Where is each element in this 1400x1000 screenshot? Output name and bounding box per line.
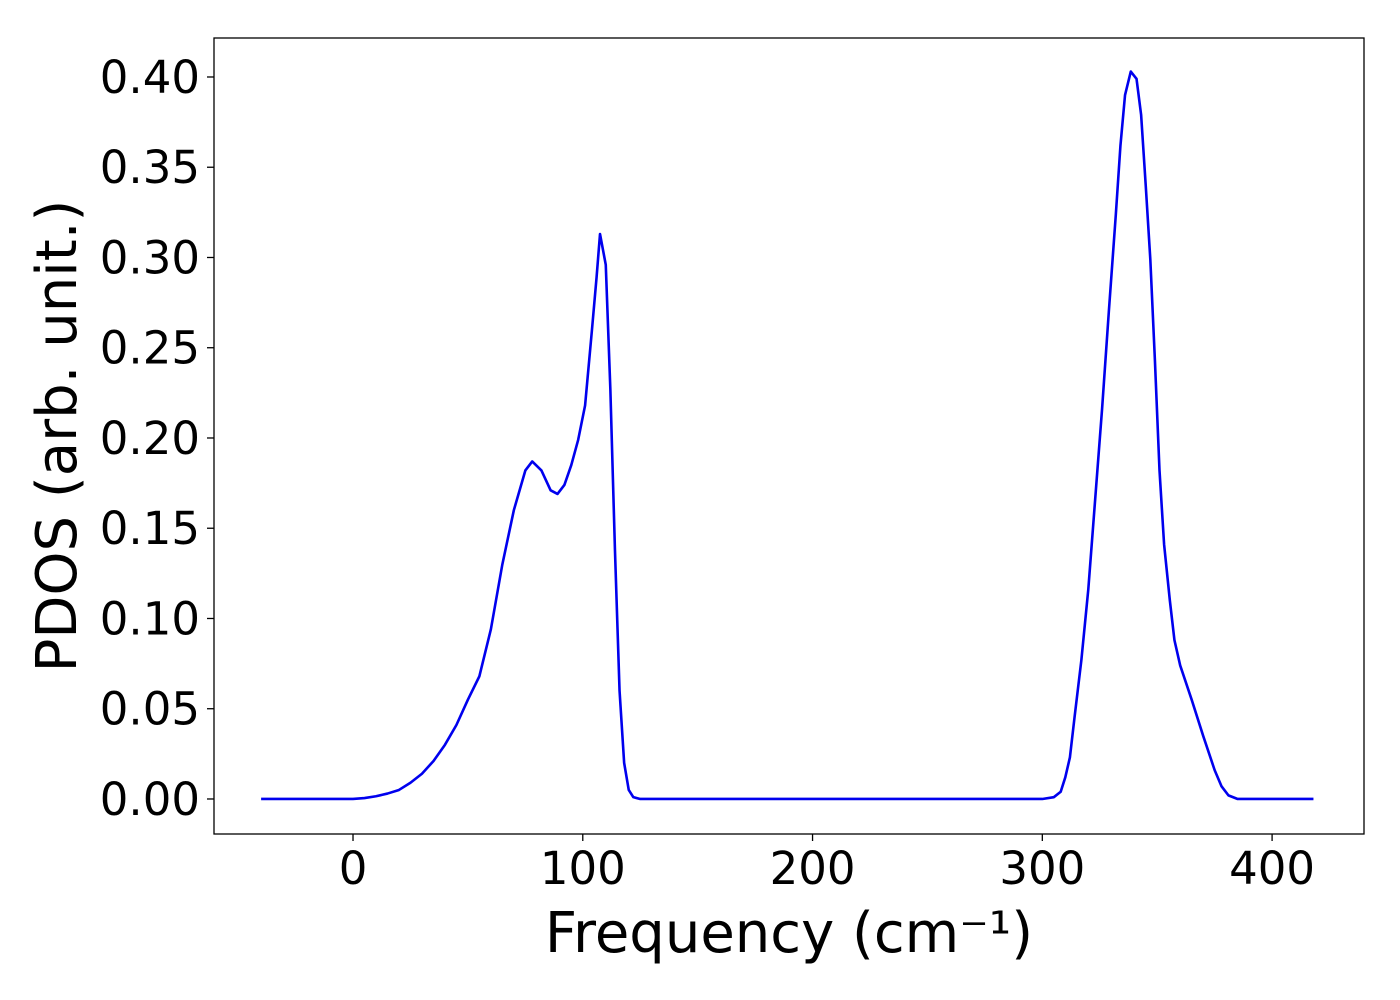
x-tick-label: 400 — [1229, 842, 1315, 895]
y-tick-label: 0.35 — [100, 141, 200, 194]
x-tick-label: 0 — [339, 842, 368, 895]
plot-frame — [213, 37, 1365, 835]
y-axis-label: PDOS (arb. unit.) — [25, 200, 90, 673]
y-tick-label: 0.05 — [100, 683, 200, 736]
x-tick-label: 100 — [540, 842, 626, 895]
x-tick-label: 300 — [999, 842, 1085, 895]
y-tick-label: 0.40 — [100, 51, 200, 104]
y-tick-label: 0.25 — [100, 322, 200, 375]
y-tick-label: 0.15 — [100, 502, 200, 555]
y-tick-label: 0.20 — [100, 412, 200, 465]
y-tick-label: 0.10 — [100, 592, 200, 645]
x-tick-label: 200 — [770, 842, 856, 895]
y-tick-label: 0.30 — [100, 231, 200, 284]
x-axis-label: Frequency (cm⁻¹) — [545, 901, 1033, 966]
data-line — [261, 70, 1314, 801]
y-tick-label: 0.00 — [100, 773, 200, 826]
